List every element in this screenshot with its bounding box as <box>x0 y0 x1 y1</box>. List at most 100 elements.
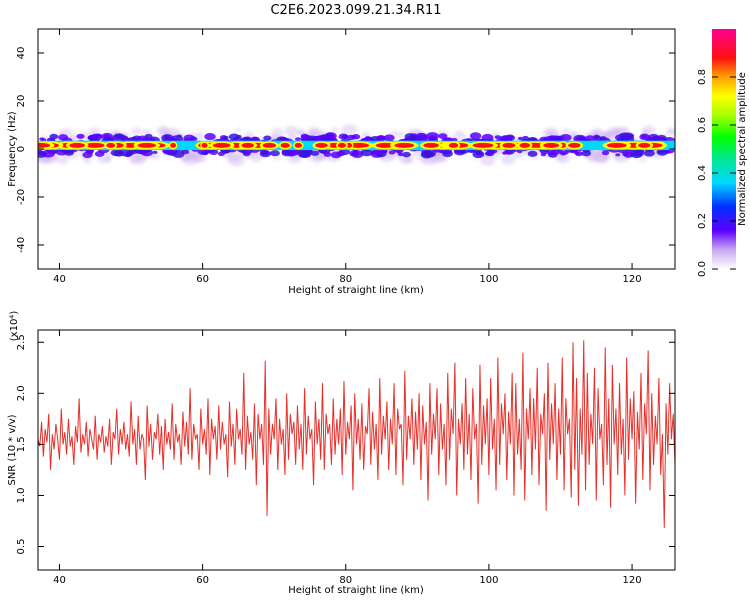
band-halo-blob <box>639 157 646 162</box>
band-halo-blob <box>142 129 151 136</box>
band-halo-blob <box>397 132 406 138</box>
band-peak-inner <box>543 142 560 148</box>
snr-y-tick-label: 1.5 <box>16 436 27 452</box>
band-body-blob <box>630 150 643 159</box>
band-body-blob <box>42 149 55 158</box>
band-peak-inner <box>375 142 396 148</box>
snr-y-tick-label: 0.5 <box>16 539 27 555</box>
spectrogram-x-label: Height of straight line (km) <box>288 285 424 296</box>
band-body-blob <box>324 132 337 140</box>
band-halo-blob <box>561 128 571 135</box>
band-halo-blob <box>131 127 143 136</box>
figure-title: C2E6.2023.099.21.34.R11 <box>270 3 441 18</box>
band-peak-inner <box>38 142 51 148</box>
band-body-blob <box>584 135 596 142</box>
band-body-blob <box>517 136 523 141</box>
band-halo-blob <box>641 129 650 135</box>
band-peak-inner <box>502 142 516 148</box>
band-body-blob <box>346 134 356 141</box>
band-halo-blob <box>500 154 516 165</box>
spectrogram-x-tick-label: 80 <box>339 274 352 285</box>
band-halo-blob <box>272 155 280 161</box>
band-halo-blob <box>587 156 597 163</box>
snr-frame <box>37 329 676 571</box>
band-halo-blob <box>249 152 264 163</box>
snr-y-tick-label: 2.0 <box>16 385 27 401</box>
band-peak-inner <box>315 142 328 148</box>
band-body-blob <box>263 135 272 141</box>
band-halo-blob <box>57 156 69 165</box>
band-body-blob <box>223 135 229 140</box>
band-peak-inner <box>448 142 459 148</box>
band-peak-inner <box>519 142 531 148</box>
band-halo-blob <box>480 155 496 166</box>
band-body-blob <box>484 151 492 156</box>
spectrogram-y-label: Frequency (Hz) <box>7 111 18 187</box>
band-body-blob <box>172 150 185 158</box>
band-body-blob <box>404 133 417 141</box>
band-body-blob <box>442 150 453 158</box>
band-body-blob <box>94 150 105 157</box>
band-body-blob <box>371 148 383 156</box>
band-peak-inner <box>106 142 116 148</box>
band-halo-blob <box>150 152 161 160</box>
band-body-blob <box>396 150 403 154</box>
band-body-blob <box>438 133 448 140</box>
band-peak-inner <box>69 142 86 148</box>
band-body-blob <box>426 132 439 141</box>
band-body-blob <box>622 151 630 157</box>
spectrogram-x-tick-label: 40 <box>53 274 66 285</box>
band-body-blob <box>388 150 396 155</box>
spectrogram-panel: 40 60 80 100 120 -40 -20 0 20 40 Height of straig… <box>7 28 676 296</box>
band-body-blob <box>615 153 621 157</box>
band-body-blob <box>183 134 195 142</box>
snr-x-tick-label: 40 <box>53 575 66 586</box>
band-body-blob <box>39 137 45 141</box>
band-body-blob <box>201 150 209 156</box>
band-peak-inner <box>212 142 231 148</box>
band-body-blob <box>643 149 655 157</box>
band-halo-blob <box>235 127 242 132</box>
band-peak-inner <box>262 142 277 148</box>
band-halo-blob <box>331 127 339 133</box>
band-peak-inner <box>337 142 347 148</box>
band-body-blob <box>228 133 240 141</box>
snr-y-tick-label: 1.0 <box>16 487 27 503</box>
band-halo-blob <box>284 125 298 136</box>
band-body-blob <box>502 151 508 155</box>
band-halo-blob <box>156 126 169 135</box>
band-body-blob <box>559 133 572 142</box>
band-body-blob <box>76 133 85 139</box>
band-halo-blob <box>341 124 358 136</box>
band-peak-inner <box>84 142 105 148</box>
band-body-blob <box>259 150 272 158</box>
band-body-blob <box>251 136 259 142</box>
band-body-blob <box>521 135 529 141</box>
colorbar: 0.0 0.2 0.4 0.6 0.8 Normalized spectral ampl… <box>697 29 748 277</box>
band-peak-inner <box>568 142 581 148</box>
snr-y-label: SNR (10 * v/v) <box>7 414 18 485</box>
band-peak-inner <box>394 142 415 148</box>
band-body-blob <box>114 133 123 139</box>
band-body-blob <box>601 150 610 156</box>
spectral-band <box>38 124 675 167</box>
snr-x-label: Height of straight line (km) <box>288 585 424 596</box>
band-peak-inner <box>241 142 255 148</box>
spectrogram-y-tick-label: 0 <box>16 146 27 152</box>
band-peak-inner <box>170 142 177 148</box>
band-peak-inner <box>472 142 494 148</box>
band-body-blob <box>402 151 411 158</box>
band-body-blob <box>49 133 59 140</box>
spectrogram-x-tick-label: 60 <box>196 274 209 285</box>
band-body-blob <box>243 136 252 142</box>
band-body-blob <box>300 133 309 139</box>
colorbar-tick-label: 0.8 <box>697 69 708 85</box>
band-body-blob <box>323 152 332 157</box>
colorbar-ticks: 0.0 0.2 0.4 0.6 0.8 <box>697 69 736 277</box>
band-peak-inner <box>346 142 353 148</box>
colorbar-label: Normalized spectral amplitude <box>737 72 748 226</box>
spectrogram-y-tick-label: 40 <box>16 47 27 60</box>
band-peak-inner <box>137 142 157 148</box>
band-body-blob <box>618 132 630 140</box>
